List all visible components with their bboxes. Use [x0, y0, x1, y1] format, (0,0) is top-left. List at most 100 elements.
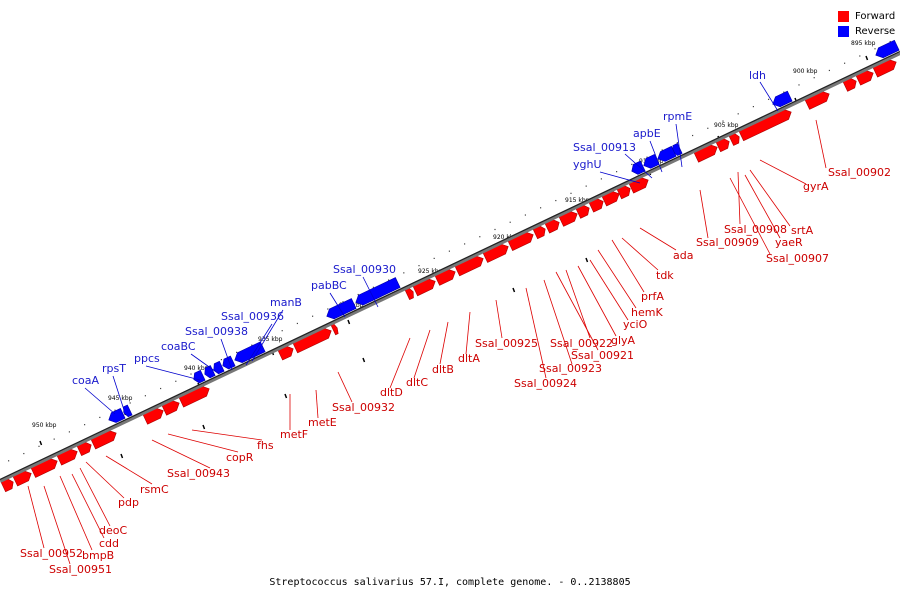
tick-label: 905 kbp: [714, 122, 739, 129]
forward-gene-label: Ssal_00909: [696, 236, 759, 249]
reverse-gene: [326, 298, 357, 320]
forward-gene-label: Ssal_00952: [20, 547, 83, 560]
label-leader: [389, 337, 411, 389]
tick-label: 915 kbp: [565, 197, 590, 204]
reverse-gene: [204, 365, 216, 379]
forward-gene-label: fhs: [257, 439, 274, 452]
label-leader: [737, 171, 741, 225]
major-tick: [202, 424, 206, 430]
major-tick: [585, 257, 589, 263]
label-leader: [220, 338, 233, 371]
label-leader: [151, 439, 211, 469]
minor-tick: [464, 243, 466, 245]
label-leader: [759, 159, 807, 185]
minor-tick: [23, 452, 25, 455]
forward-gene-label: dltC: [406, 376, 428, 389]
legend: Forward Reverse: [838, 9, 895, 39]
legend-forward: Forward: [838, 9, 895, 24]
minor-tick: [296, 322, 298, 325]
tick-label: 940 kbp: [184, 365, 209, 372]
major-tick: [347, 319, 351, 325]
minor-tick: [129, 402, 131, 404]
reverse-gene-label: pabBC: [311, 279, 347, 292]
minor-tick: [737, 113, 739, 115]
forward-gene-label: pdp: [118, 496, 139, 509]
minor-tick: [220, 358, 222, 361]
reverse-gene-label: Ssal_00936: [221, 310, 284, 323]
label-leader: [362, 276, 379, 308]
major-tick: [362, 357, 366, 363]
minor-tick: [874, 48, 876, 50]
minor-tick: [798, 84, 800, 86]
minor-tick: [494, 228, 496, 231]
label-leader: [245, 323, 273, 366]
label-leader: [167, 433, 239, 453]
forward-gene-label: Ssal_00943: [167, 467, 230, 480]
forward-gene-label: cdd: [99, 537, 119, 550]
minor-tick: [813, 77, 815, 79]
forward-gene-label: Ssal_00924: [514, 377, 577, 390]
label-leader: [624, 153, 653, 179]
genome-backbone: [0, 51, 900, 483]
forward-gene-label: gyrA: [803, 180, 829, 193]
forward-gene-label: prfA: [641, 290, 664, 303]
minor-tick: [114, 409, 116, 411]
label-leader: [105, 455, 153, 485]
label-leader: [190, 353, 220, 375]
label-leader: [337, 371, 353, 403]
reverse-gene-label: rpmE: [663, 110, 692, 123]
label-leader: [79, 467, 111, 527]
label-leader: [599, 171, 641, 184]
forward-gene-label: deoC: [99, 524, 127, 537]
minor-tick: [68, 431, 70, 433]
minor-tick: [752, 106, 754, 108]
minor-tick: [144, 395, 146, 397]
minor-tick: [53, 438, 55, 440]
minor-tick: [479, 236, 481, 238]
label-leader: [699, 189, 709, 239]
label-leader: [439, 321, 449, 365]
genome-backbone-edge: [0, 50, 900, 481]
forward-gene-label: Ssal_00908: [724, 223, 787, 236]
minor-tick: [661, 149, 663, 151]
minor-tick: [707, 127, 709, 129]
reverse-gene-label: ldh: [749, 69, 766, 82]
minor-tick: [84, 424, 86, 426]
minor-tick: [372, 286, 374, 288]
minor-tick: [570, 192, 572, 194]
minor-tick: [205, 366, 207, 368]
major-tick: [39, 440, 43, 446]
forward-gene-label: yaeR: [775, 236, 803, 249]
minor-tick: [646, 156, 648, 158]
minor-tick: [616, 171, 618, 173]
reverse-gene-label: rpsT: [102, 362, 126, 375]
forward-gene-label: hemK: [631, 306, 663, 319]
reverse-gene: [355, 277, 401, 306]
reverse-gene: [108, 407, 126, 423]
label-leader: [621, 237, 659, 271]
reverse-swatch: [838, 26, 849, 37]
label-leader: [59, 475, 93, 551]
tick-label: 920 kbp: [493, 234, 518, 241]
forward-gene-label: metF: [280, 428, 308, 441]
forward-gene-label: dltB: [432, 363, 454, 376]
label-leader: [43, 485, 71, 565]
label-leader: [543, 279, 573, 365]
tick-label: 895 kbp: [851, 40, 876, 47]
label-leader: [27, 485, 45, 549]
minor-tick: [859, 55, 861, 57]
minor-tick: [692, 134, 694, 137]
reverse-gene-label: manB: [270, 296, 302, 309]
forward-gene-label: glyA: [611, 334, 636, 347]
forward-gene-label: dltD: [380, 386, 403, 399]
label-leader: [759, 81, 779, 112]
forward-swatch: [838, 11, 849, 22]
forward-gene-label: bmpB: [82, 549, 114, 562]
reverse-gene: [657, 145, 677, 162]
major-tick: [865, 55, 869, 61]
label-leader: [611, 239, 645, 293]
genome-caption: Streptococcus salivarius 57.I, complete …: [269, 577, 631, 588]
forward-gene-label: copR: [226, 451, 254, 464]
label-leader: [565, 269, 591, 339]
label-leader: [597, 249, 637, 309]
